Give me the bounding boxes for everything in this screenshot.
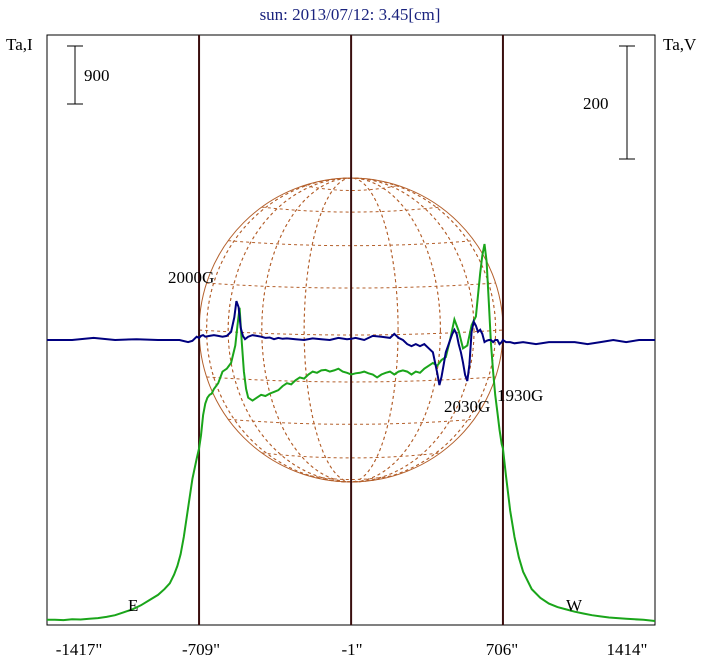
left-scale-bar: 900 xyxy=(67,45,110,105)
left-axis-label: Ta,I xyxy=(6,35,33,54)
left-scale-label: 900 xyxy=(84,66,110,85)
annotation-1930g: 1930G xyxy=(497,386,543,405)
stokes-i-line xyxy=(47,243,656,622)
west-limb-label: W xyxy=(566,596,583,615)
x-tick-label: -1417" xyxy=(56,640,103,659)
right-axis-label: Ta,V xyxy=(663,35,697,54)
stokes-v-line xyxy=(47,300,655,386)
x-tick-label: 706" xyxy=(486,640,518,659)
parallel-line xyxy=(304,474,399,481)
annotation-2030g: 2030G xyxy=(444,397,490,416)
parallel-line xyxy=(304,185,399,191)
annotation-2000g: 2000G xyxy=(168,268,214,287)
right-scale-bar: 200 xyxy=(583,45,635,160)
parallel-line xyxy=(228,240,475,247)
east-limb-label: E xyxy=(128,596,138,615)
meridian-line xyxy=(303,177,399,483)
parallel-line xyxy=(261,206,441,213)
chart-title: sun: 2013/07/12: 3.45[cm] xyxy=(260,5,441,24)
x-tick-label: 1414" xyxy=(607,640,648,659)
limb-lines xyxy=(198,35,504,625)
x-tick-label: -1" xyxy=(341,640,362,659)
parallel-line xyxy=(261,452,441,459)
x-axis-ticks: -1417" -709" -1" 706" 1414" xyxy=(56,640,648,659)
right-scale-label: 200 xyxy=(583,94,609,113)
parallel-line xyxy=(228,418,475,425)
x-tick-label: -709" xyxy=(182,640,220,659)
